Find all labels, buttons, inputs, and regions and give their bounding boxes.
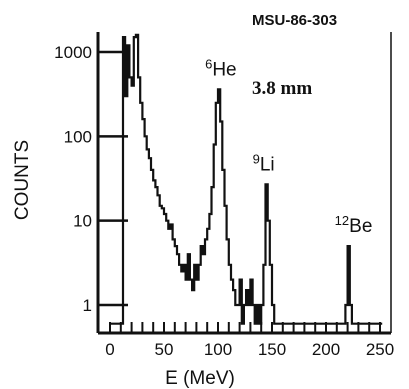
peak-mass-number: 6 xyxy=(205,56,212,71)
x-axis-title: E (MeV) xyxy=(165,368,235,389)
series-layer xyxy=(110,33,383,325)
x-tick-label: 200 xyxy=(312,340,340,359)
plot-frame xyxy=(96,32,392,335)
peak-element: Be xyxy=(349,216,372,237)
y-tick-label: 100 xyxy=(64,127,92,146)
x-tick-label: 100 xyxy=(204,340,232,359)
peak-label-be: 12Be xyxy=(335,213,373,237)
spectrum-line xyxy=(110,33,383,325)
x-tick-label: 0 xyxy=(105,340,114,359)
peak-label-he: 6He xyxy=(205,56,237,80)
peak-element: He xyxy=(212,59,236,80)
y-axis-title: COUNTS xyxy=(12,140,33,220)
y-tick-label: 10 xyxy=(73,212,92,231)
y-tick-label: 1000 xyxy=(54,43,92,62)
annotation-text: 3.8 mm xyxy=(252,78,312,99)
y-tick-label: 1 xyxy=(83,296,92,315)
peak-element: Li xyxy=(260,154,275,175)
corner-label: MSU-86-303 xyxy=(252,12,337,29)
x-tick-label: 150 xyxy=(258,340,286,359)
y-axis: 1 10 100 1000 xyxy=(54,43,128,315)
peak-mass-number: 9 xyxy=(253,151,260,166)
x-tick-label: 50 xyxy=(155,340,174,359)
peak-label-li: 9Li xyxy=(253,151,275,175)
peak-labels: 6He 9Li 12Be xyxy=(205,56,372,237)
x-tick-label: 250 xyxy=(366,340,394,359)
x-axis: 0 50 100 150 200 250 xyxy=(105,322,394,359)
peak-mass-number: 12 xyxy=(335,213,349,228)
